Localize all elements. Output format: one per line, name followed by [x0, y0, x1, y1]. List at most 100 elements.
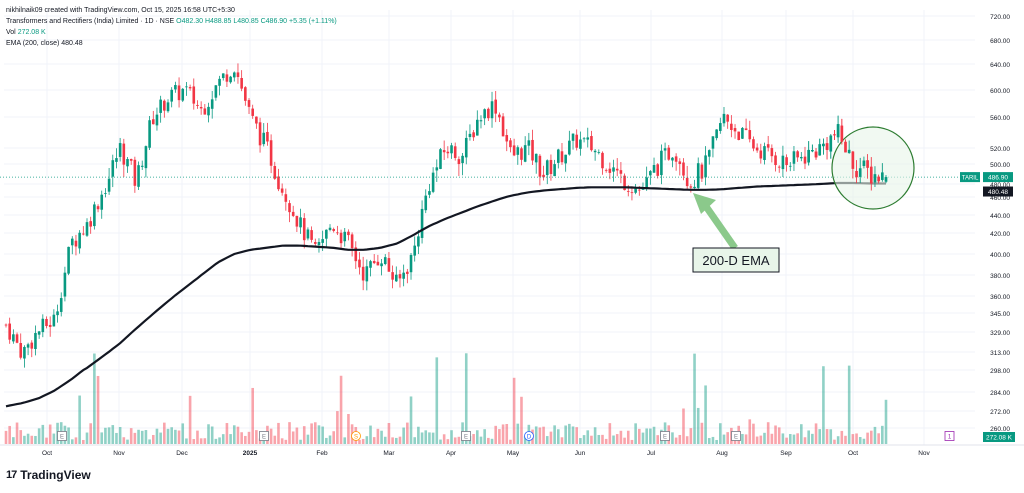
candle-body — [163, 100, 166, 111]
volume-bar — [509, 439, 512, 444]
candle-body — [836, 124, 840, 138]
candle-body — [873, 174, 877, 183]
candle-body — [229, 76, 232, 83]
volume-bar — [181, 423, 185, 444]
x-tick-label: 2025 — [243, 450, 258, 457]
candle-body — [383, 257, 387, 265]
candle-body — [593, 150, 597, 153]
candle-body — [302, 218, 306, 241]
volume-bar — [417, 426, 420, 444]
candle-body — [52, 314, 56, 327]
volume-bar — [23, 435, 26, 444]
volume-bar — [118, 427, 122, 444]
volume-legend: Vol 272.08 K — [6, 28, 46, 37]
volume-bar — [814, 423, 818, 444]
candle-body — [207, 106, 210, 116]
volume-bar — [800, 424, 803, 444]
last-price-tag — [983, 172, 1013, 183]
candle-body — [498, 114, 501, 118]
x-tick-label: Oct — [848, 450, 858, 457]
candle-body — [770, 148, 774, 157]
volume-bar — [255, 430, 258, 444]
candle-body — [82, 233, 85, 235]
candle-body — [877, 176, 880, 182]
event-marker — [57, 431, 67, 441]
volume-bar — [317, 425, 321, 444]
x-tick-label: Sep — [780, 450, 792, 457]
volume-bar — [383, 436, 387, 444]
candle-body — [737, 131, 741, 141]
volume-bar — [269, 428, 273, 444]
volume-bar — [148, 439, 151, 444]
volume-bar — [398, 436, 402, 444]
volume-bar — [442, 434, 446, 444]
candle-body — [719, 123, 722, 131]
candle-body — [269, 140, 273, 166]
candle-body — [822, 143, 825, 147]
volume-bar — [358, 439, 361, 444]
candle-body — [365, 266, 369, 282]
candle-body — [564, 154, 567, 164]
candle-body — [247, 100, 251, 107]
volume-bar — [623, 437, 626, 444]
volume-bar — [479, 436, 483, 444]
volume-bar — [682, 408, 685, 444]
candle-body — [509, 140, 512, 148]
volume-bar — [391, 437, 394, 444]
candle-body — [487, 108, 490, 119]
volume-bar — [641, 432, 645, 444]
candle-body — [394, 274, 398, 282]
volume-bar — [192, 439, 196, 444]
volume-bar — [759, 435, 763, 444]
volume-bar — [796, 433, 799, 444]
candle-body — [678, 161, 682, 164]
volume-bar — [236, 426, 240, 444]
candle-body — [59, 298, 63, 312]
y-tick-label: 720.00 — [990, 14, 1010, 21]
candle-body — [372, 261, 376, 264]
candle-body — [453, 146, 457, 158]
candle-body — [428, 191, 431, 195]
volume-bar — [844, 435, 847, 444]
candle-body — [615, 168, 619, 171]
volume-bar — [229, 434, 232, 444]
ema-legend: EMA (200, close) 480.48 — [6, 39, 83, 48]
candle-body — [19, 343, 23, 358]
candle-body — [649, 171, 652, 176]
volume-bar — [8, 425, 11, 444]
candle-body — [196, 104, 199, 106]
tradingview-brand[interactable]: 17 TradingView — [6, 468, 91, 482]
last-price-label: 486.90 — [988, 175, 1008, 182]
candle-body — [833, 134, 836, 136]
candle-body — [332, 229, 335, 231]
candle-body — [336, 232, 339, 234]
candle-body — [604, 169, 608, 171]
candle-body — [199, 107, 203, 109]
volume-bar — [678, 434, 682, 444]
y-tick-label: 260.00 — [990, 426, 1010, 433]
candle-body — [663, 148, 667, 151]
candle-body — [4, 324, 8, 326]
candle-body — [744, 128, 748, 131]
volume-bar — [494, 425, 498, 444]
symbol-tag-label: TARIL — [962, 176, 979, 182]
candle-body — [343, 231, 347, 242]
volume-bar — [325, 437, 328, 444]
volume-bar — [571, 426, 575, 444]
volume-bar — [210, 426, 214, 444]
candle-body — [726, 114, 729, 122]
candle-body — [741, 127, 744, 139]
candle-body — [652, 165, 656, 173]
x-tick-label: Nov — [113, 450, 125, 457]
candle-body — [104, 193, 107, 194]
volume-bar — [122, 437, 126, 444]
volume-bar — [343, 437, 347, 444]
volume-bar — [520, 396, 523, 444]
volume-bar — [490, 438, 494, 444]
candle-body — [715, 129, 718, 139]
candle-body — [313, 242, 317, 244]
volume-bar — [140, 430, 144, 444]
volume-bar — [126, 439, 129, 444]
volume-bar — [656, 435, 660, 444]
